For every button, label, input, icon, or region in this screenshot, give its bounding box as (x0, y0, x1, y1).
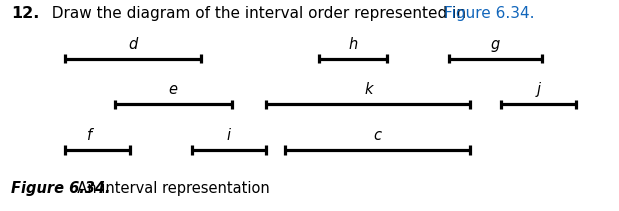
Text: k: k (364, 82, 373, 97)
Text: An interval representation: An interval representation (68, 181, 270, 196)
Text: 12.: 12. (11, 6, 40, 21)
Text: c: c (374, 128, 381, 143)
Text: Figure 6.34.: Figure 6.34. (444, 6, 535, 21)
Text: d: d (129, 37, 137, 51)
Text: i: i (227, 128, 231, 143)
Text: Draw the diagram of the interval order represented in: Draw the diagram of the interval order r… (42, 6, 471, 21)
Text: j: j (537, 82, 540, 97)
Text: e: e (169, 82, 178, 97)
Text: g: g (491, 37, 500, 51)
Text: Figure 6.34.: Figure 6.34. (11, 181, 111, 196)
Text: h: h (348, 37, 357, 51)
Text: f: f (87, 128, 92, 143)
